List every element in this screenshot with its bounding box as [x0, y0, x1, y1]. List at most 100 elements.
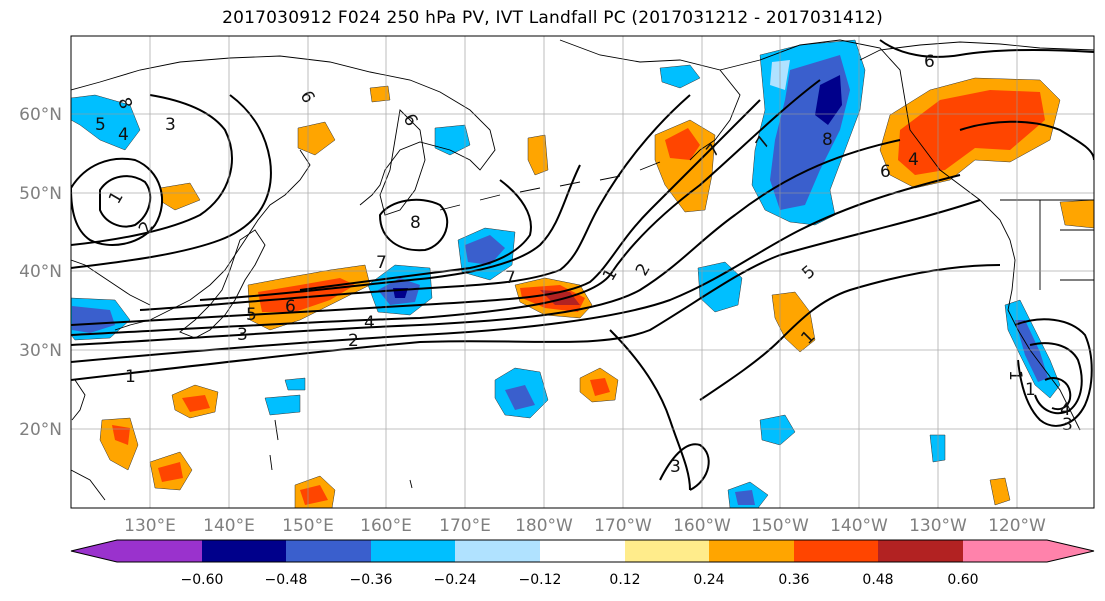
- fill-blue-small5: [284, 377, 306, 391]
- fill-orange-small4: [527, 134, 549, 176]
- coast-kamchatka: [379, 109, 426, 216]
- colorbar: −0.60 −0.48 −0.36 −0.24 −0.12 0.12 0.24 …: [70, 539, 1095, 588]
- map-panel: 8 5 4 3 1 1 2 3 4 5 6 7 8 7 6 1 2 5 7 8 …: [71, 36, 1094, 508]
- gridlines: [71, 36, 1094, 508]
- contour-label: 3: [165, 115, 176, 135]
- fill-darkblue-175e: [465, 235, 505, 265]
- lat-label: 20°N: [19, 420, 62, 440]
- colorbar-segment: [709, 540, 794, 562]
- fill-blue-small3: [659, 64, 701, 89]
- coast-japan: [179, 229, 266, 339]
- contour-label: 7: [505, 268, 516, 288]
- lon-label: 130°E: [124, 516, 176, 536]
- contour-label: 8: [822, 130, 833, 150]
- colorbar-tick: 0.60: [947, 572, 978, 588]
- longitude-labels: 130°E 140°E 150°E 160°E 170°E 180°W 170°…: [124, 516, 1046, 536]
- lat-label: 50°N: [19, 184, 62, 204]
- fill-blue-nw: [71, 94, 141, 151]
- colorbar-tick: 0.48: [862, 572, 893, 588]
- lat-label: 40°N: [19, 262, 62, 282]
- us-borders: [1000, 199, 1094, 290]
- contour-label: 1: [1005, 370, 1025, 381]
- colorbar-tick: −0.36: [350, 572, 393, 588]
- coast-bottom-left: [71, 469, 106, 501]
- colorbar-tick: −0.12: [519, 572, 562, 588]
- fill-red-trop4: [158, 462, 183, 482]
- contour-label: 2: [348, 331, 359, 351]
- contour-label: 6: [285, 297, 296, 317]
- map-frame: [70, 35, 1095, 509]
- fill-orange-small1: [989, 477, 1011, 506]
- fill-red-trop5: [300, 485, 328, 505]
- fill-navy-gulf: [815, 75, 842, 125]
- fill-orange-small6: [369, 85, 391, 103]
- chart-title: 2017030912 F024 250 hPa PV, IVT Landfall…: [222, 8, 883, 28]
- contour-label: 8: [410, 213, 421, 233]
- fill-blue-small4: [264, 394, 301, 416]
- lon-label: 160°W: [673, 516, 731, 536]
- colorbar-tick: −0.60: [181, 572, 224, 588]
- lon-label: 150°E: [282, 516, 334, 536]
- contour-label: 6: [924, 52, 935, 72]
- lon-label: 180°W: [515, 516, 573, 536]
- fill-red-160w: [665, 128, 700, 160]
- lon-label: 150°W: [751, 516, 809, 536]
- coast-canada: [859, 41, 1094, 61]
- lat-label: 30°N: [19, 341, 62, 361]
- lon-label: 170°E: [439, 516, 491, 536]
- contour-label: 4: [118, 125, 129, 145]
- colorbar-segment: [371, 540, 455, 562]
- fill-darkblue-south: [735, 490, 755, 505]
- colorbar-segment: [286, 540, 371, 562]
- pv-contours: [71, 39, 1094, 491]
- contour-label: 5: [246, 305, 257, 325]
- fill-red-trop2: [182, 395, 210, 412]
- lat-label: 60°N: [19, 105, 62, 125]
- latitude-labels: 60°N 50°N 40°N 30°N 20°N: [19, 105, 62, 440]
- contour-label: 4: [1060, 400, 1071, 420]
- fill-orange-small3: [297, 121, 336, 156]
- fill-darkblue-cal: [1015, 320, 1048, 382]
- coast-philippines: [71, 379, 86, 421]
- colorbar-tick: 0.24: [693, 572, 724, 588]
- contour-label: 3: [237, 325, 248, 345]
- colorbar-tick: 0.36: [778, 572, 809, 588]
- contour-label: 6: [880, 162, 891, 182]
- colorbar-segment: [794, 540, 878, 562]
- fill-darkblue-trop: [505, 385, 535, 410]
- coast-pacific-islands: [269, 419, 413, 489]
- fill-blue-sw: [759, 414, 796, 446]
- colorbar-segment: [625, 540, 709, 562]
- fill-darkblue-west: [72, 306, 115, 333]
- fill-orange-150w: [771, 291, 816, 353]
- colorbar-segment: [878, 540, 963, 562]
- contour-label: 4: [364, 313, 375, 333]
- contour-label: 1: [125, 367, 136, 387]
- fill-blue-small2: [434, 124, 471, 156]
- lon-label: 120°W: [988, 516, 1046, 536]
- colorbar-outline: [70, 539, 1095, 563]
- lon-label: 170°W: [594, 516, 652, 536]
- fill-red-alaska: [898, 90, 1045, 175]
- colorbar-segment: [963, 540, 1094, 562]
- fill-orange-small5: [1059, 199, 1094, 229]
- fill-red-trop1: [590, 378, 610, 396]
- colorbar-tick: −0.24: [434, 572, 477, 588]
- contour-label: 5: [95, 115, 106, 135]
- fill-red-trop3: [112, 425, 130, 445]
- contour-label: 1: [1025, 380, 1036, 400]
- lon-label: 140°E: [203, 516, 255, 536]
- coast-aleutians: [439, 161, 661, 211]
- lon-label: 130°W: [909, 516, 967, 536]
- contour-label: 4: [908, 150, 919, 170]
- colorbar-tick: −0.48: [265, 572, 308, 588]
- lon-label: 160°E: [360, 516, 412, 536]
- lon-label: 140°W: [830, 516, 888, 536]
- contour-label: 3: [1062, 415, 1073, 435]
- colorbar-tick: 0.12: [609, 572, 640, 588]
- colorbar-segment: [540, 540, 625, 562]
- fill-blue-small1: [929, 434, 946, 463]
- contour-label: 7: [376, 253, 387, 273]
- contour-label: 3: [670, 457, 681, 477]
